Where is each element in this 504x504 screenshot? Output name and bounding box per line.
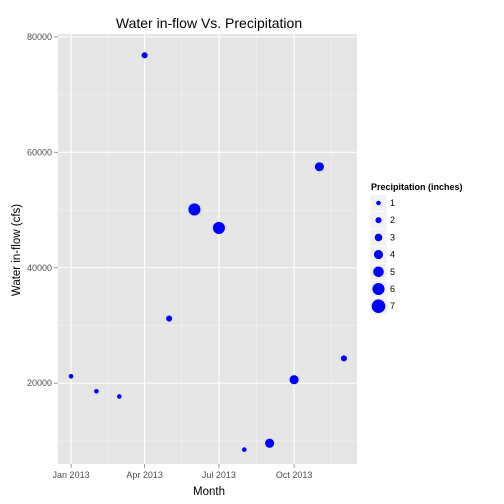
data-point bbox=[68, 373, 74, 379]
data-point bbox=[116, 394, 122, 399]
legend-symbol bbox=[371, 299, 386, 314]
legend-label: 4 bbox=[390, 250, 395, 260]
legend-symbol bbox=[374, 233, 383, 242]
data-point bbox=[265, 438, 275, 448]
y-tick-label: 80000 bbox=[27, 32, 52, 42]
data-point bbox=[188, 203, 201, 216]
legend-symbol bbox=[372, 282, 385, 296]
y-tick-label: 20000 bbox=[27, 378, 52, 388]
legend-label: 6 bbox=[390, 284, 395, 294]
legend-symbol bbox=[375, 217, 382, 224]
x-tick-label: Apr 2013 bbox=[126, 470, 163, 480]
legend-symbol bbox=[373, 250, 384, 260]
data-point bbox=[141, 52, 148, 59]
legend-label: 2 bbox=[390, 215, 395, 225]
legend-label: 1 bbox=[390, 198, 395, 208]
x-axis: Jan 2013 Apr 2013 Jul 2013 Oct 2013 bbox=[53, 464, 313, 480]
data-point bbox=[314, 162, 324, 172]
legend: Precipitation (inches) 1 2 3 4 5 6 7 bbox=[369, 182, 463, 316]
data-point bbox=[289, 375, 299, 385]
grid-lines bbox=[58, 34, 357, 464]
legend-title: Precipitation (inches) bbox=[371, 182, 463, 192]
y-tick-label: 60000 bbox=[27, 147, 52, 157]
data-point bbox=[166, 315, 173, 322]
data-points bbox=[68, 52, 347, 452]
x-tick-label: Jul 2013 bbox=[202, 470, 236, 480]
legend-symbol bbox=[373, 266, 384, 278]
y-axis-title: Water in-flow (cfs) bbox=[11, 204, 23, 296]
legend-label: 5 bbox=[390, 267, 395, 277]
chart-title: Water in-flow Vs. Precipitation bbox=[116, 15, 302, 31]
plot-panel bbox=[58, 34, 357, 464]
x-tick-label: Jan 2013 bbox=[53, 470, 90, 480]
legend-label: 7 bbox=[390, 301, 395, 311]
x-axis-title: Month bbox=[193, 486, 225, 498]
y-axis: 20000 40000 60000 80000 bbox=[27, 32, 58, 388]
x-tick-label: Oct 2013 bbox=[276, 470, 313, 480]
data-point bbox=[340, 355, 347, 362]
data-point bbox=[241, 447, 247, 452]
data-point bbox=[94, 388, 99, 394]
legend-label: 3 bbox=[390, 232, 395, 242]
y-tick-label: 40000 bbox=[27, 263, 52, 273]
data-point bbox=[212, 221, 225, 234]
legend-symbol bbox=[376, 200, 381, 206]
